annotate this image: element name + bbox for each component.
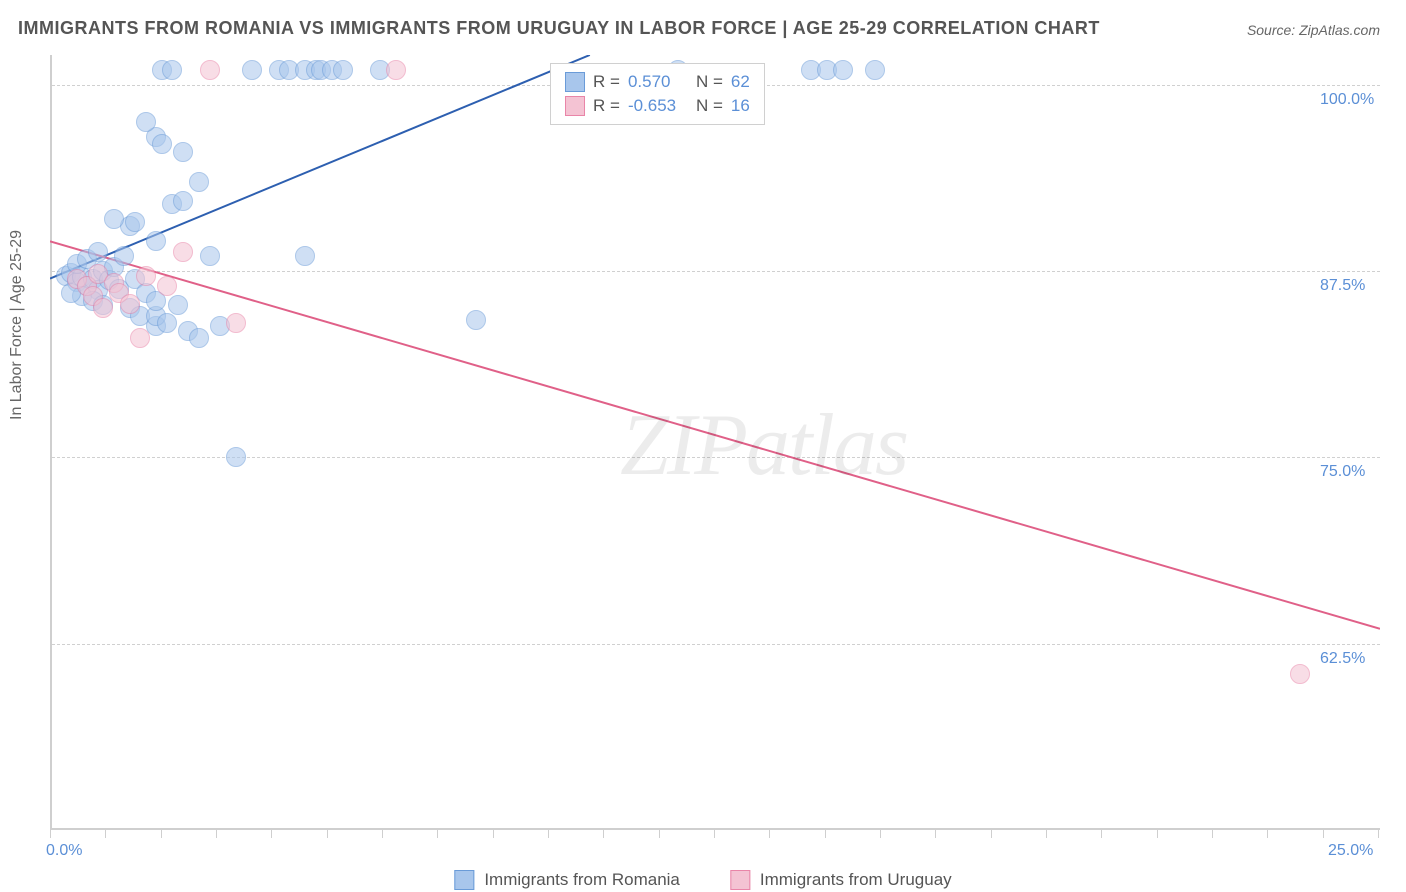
- x-tick: [382, 830, 383, 838]
- data-point: [173, 191, 193, 211]
- x-tick: [769, 830, 770, 838]
- gridline: [52, 644, 1380, 645]
- source-label: Source: ZipAtlas.com: [1247, 22, 1380, 38]
- x-tick: [1157, 830, 1158, 838]
- swatch-romania: [454, 870, 474, 890]
- x-tick: [880, 830, 881, 838]
- data-point: [189, 328, 209, 348]
- x-tick: [991, 830, 992, 838]
- x-tick: [1323, 830, 1324, 838]
- swatch-uruguay: [565, 96, 585, 116]
- x-tick: [1378, 830, 1379, 838]
- legend-label-romania: Immigrants from Romania: [484, 870, 680, 890]
- stat-r-uruguay: -0.653: [628, 96, 688, 116]
- data-point: [295, 246, 315, 266]
- x-tick: [161, 830, 162, 838]
- stat-n-label: N =: [696, 96, 723, 116]
- data-point: [226, 313, 246, 333]
- swatch-romania: [565, 72, 585, 92]
- data-point: [120, 294, 140, 314]
- data-point: [162, 60, 182, 80]
- data-point: [1290, 664, 1310, 684]
- data-point: [200, 60, 220, 80]
- x-tick: [493, 830, 494, 838]
- trend-line: [50, 55, 590, 279]
- data-point: [242, 60, 262, 80]
- legend-item-romania: Immigrants from Romania: [454, 870, 680, 890]
- data-point: [152, 134, 172, 154]
- y-tick-label: 87.5%: [1320, 277, 1365, 295]
- data-point: [173, 242, 193, 262]
- data-point: [93, 298, 113, 318]
- stat-r-romania: 0.570: [628, 72, 688, 92]
- gridline: [52, 457, 1380, 458]
- legend-label-uruguay: Immigrants from Uruguay: [760, 870, 952, 890]
- data-point: [146, 231, 166, 251]
- bottom-legend: Immigrants from Romania Immigrants from …: [454, 870, 951, 890]
- x-tick: [548, 830, 549, 838]
- x-tick: [825, 830, 826, 838]
- data-point: [88, 242, 108, 262]
- data-point: [157, 276, 177, 296]
- y-axis-label: In Labor Force | Age 25-29: [8, 230, 26, 420]
- data-point: [833, 60, 853, 80]
- data-point: [333, 60, 353, 80]
- data-point: [104, 209, 124, 229]
- x-tick: [216, 830, 217, 838]
- x-tick-label: 0.0%: [46, 842, 82, 860]
- x-tick: [327, 830, 328, 838]
- x-tick: [935, 830, 936, 838]
- data-point: [386, 60, 406, 80]
- x-tick: [1101, 830, 1102, 838]
- stat-row-romania: R = 0.570 N = 62: [565, 70, 750, 94]
- data-point: [173, 142, 193, 162]
- x-axis-line: [50, 828, 1380, 830]
- data-point: [189, 172, 209, 192]
- data-point: [865, 60, 885, 80]
- legend-item-uruguay: Immigrants from Uruguay: [730, 870, 952, 890]
- data-point: [466, 310, 486, 330]
- plot-area: ZIPatlas R = 0.570 N = 62 R = -0.653 N =…: [50, 55, 1380, 830]
- chart-title: IMMIGRANTS FROM ROMANIA VS IMMIGRANTS FR…: [18, 18, 1100, 39]
- data-point: [157, 313, 177, 333]
- x-tick-label: 25.0%: [1328, 842, 1373, 860]
- gridline: [52, 271, 1380, 272]
- y-tick-label: 100.0%: [1320, 91, 1374, 109]
- swatch-uruguay: [730, 870, 750, 890]
- y-tick-label: 75.0%: [1320, 463, 1365, 481]
- stat-r-label: R =: [593, 96, 620, 116]
- stat-n-uruguay: 16: [731, 96, 750, 116]
- data-point: [130, 328, 150, 348]
- data-point: [226, 447, 246, 467]
- x-tick: [659, 830, 660, 838]
- x-tick: [271, 830, 272, 838]
- stat-n-label: N =: [696, 72, 723, 92]
- stat-n-romania: 62: [731, 72, 750, 92]
- y-axis-line: [50, 55, 52, 830]
- x-tick: [1046, 830, 1047, 838]
- stat-row-uruguay: R = -0.653 N = 16: [565, 94, 750, 118]
- x-tick: [1267, 830, 1268, 838]
- y-tick-label: 62.5%: [1320, 650, 1365, 668]
- data-point: [114, 246, 134, 266]
- data-point: [136, 112, 156, 132]
- data-point: [136, 266, 156, 286]
- data-point: [168, 295, 188, 315]
- x-tick: [603, 830, 604, 838]
- stat-r-label: R =: [593, 72, 620, 92]
- data-point: [125, 212, 145, 232]
- trend-lines: [50, 55, 1380, 830]
- watermark: ZIPatlas: [620, 395, 907, 496]
- x-tick: [1212, 830, 1213, 838]
- trend-line: [50, 241, 1380, 629]
- x-tick: [437, 830, 438, 838]
- x-tick: [50, 830, 51, 838]
- stat-legend: R = 0.570 N = 62 R = -0.653 N = 16: [550, 63, 765, 125]
- data-point: [200, 246, 220, 266]
- x-tick: [714, 830, 715, 838]
- x-tick: [105, 830, 106, 838]
